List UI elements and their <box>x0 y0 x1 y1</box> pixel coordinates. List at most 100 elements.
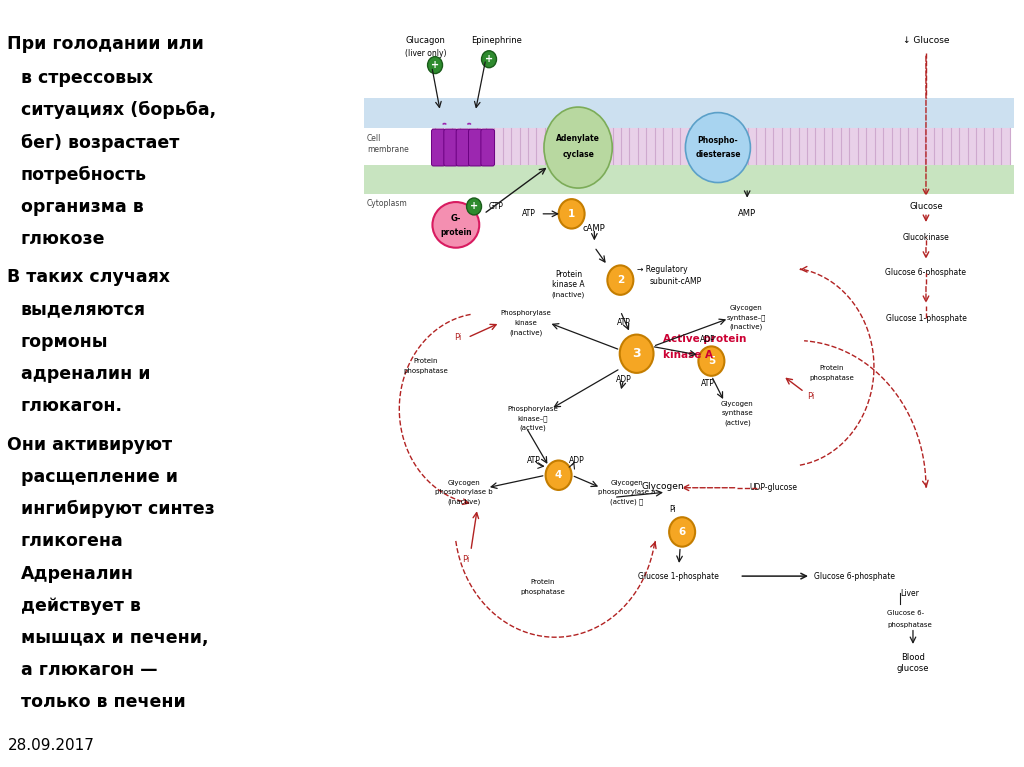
FancyBboxPatch shape <box>443 129 458 166</box>
Text: Cell
membrane: Cell membrane <box>367 134 409 153</box>
Circle shape <box>546 460 571 490</box>
Text: kinase A: kinase A <box>552 280 585 289</box>
Text: kinase A: kinase A <box>663 351 713 360</box>
Text: глюкагон.: глюкагон. <box>20 397 123 415</box>
Text: phosphorylase a: phosphorylase a <box>598 489 655 495</box>
Text: +: + <box>485 54 494 64</box>
Text: выделяются: выделяются <box>20 301 145 318</box>
Text: Glucose 1-phosphate: Glucose 1-phosphate <box>638 571 719 581</box>
Text: Epinephrine: Epinephrine <box>471 36 522 45</box>
Text: Glucagon: Glucagon <box>406 36 445 45</box>
FancyBboxPatch shape <box>456 129 470 166</box>
Text: (inactive): (inactive) <box>552 291 585 298</box>
Text: kinase: kinase <box>515 320 538 326</box>
Text: G-: G- <box>451 215 461 223</box>
Text: ATP: ATP <box>527 456 541 465</box>
Text: мышцах и печени,: мышцах и печени, <box>20 629 208 647</box>
Text: Glucose 6-: Glucose 6- <box>887 610 924 616</box>
Text: Protein: Protein <box>413 358 437 364</box>
Text: 1: 1 <box>568 209 575 219</box>
Text: 28.09.2017: 28.09.2017 <box>7 738 94 753</box>
Text: ингибируют синтез: ингибируют синтез <box>20 500 214 518</box>
Text: UDP-glucose: UDP-glucose <box>750 483 797 492</box>
Text: Glucose 6-phosphate: Glucose 6-phosphate <box>814 571 895 581</box>
Text: (active) Ⓙ: (active) Ⓙ <box>610 499 643 505</box>
Text: ATP: ATP <box>701 379 715 387</box>
Circle shape <box>559 199 585 229</box>
Bar <box>364 98 1014 127</box>
Text: Glycogen: Glycogen <box>447 479 480 486</box>
Text: (inactive): (inactive) <box>729 324 763 331</box>
Text: (active): (active) <box>519 425 546 431</box>
Text: 6: 6 <box>679 527 686 537</box>
Text: потребность: потребность <box>20 166 146 184</box>
Text: в стрессовых: в стрессовых <box>20 69 153 87</box>
Text: ADP: ADP <box>700 334 716 344</box>
Text: расщепление и: расщепление и <box>20 468 177 486</box>
Text: В таких случаях: В таких случаях <box>7 268 170 286</box>
Text: protein: protein <box>440 228 472 237</box>
Text: (inactive): (inactive) <box>510 329 543 336</box>
Text: phosphatase: phosphatase <box>809 375 854 381</box>
Text: ADP: ADP <box>569 456 585 465</box>
Text: AMP: AMP <box>738 209 757 219</box>
Ellipse shape <box>544 107 612 188</box>
Text: 5: 5 <box>708 356 715 366</box>
Text: +: + <box>431 60 439 70</box>
Text: 3: 3 <box>632 347 641 360</box>
Text: Protein: Protein <box>530 579 555 585</box>
FancyBboxPatch shape <box>469 129 482 166</box>
Text: Pi: Pi <box>669 505 676 515</box>
Ellipse shape <box>432 202 479 248</box>
Text: cyclase: cyclase <box>562 150 594 160</box>
Text: Pi: Pi <box>463 555 470 565</box>
Text: GTP: GTP <box>488 202 503 211</box>
Text: cAMP: cAMP <box>583 224 606 233</box>
Text: (active): (active) <box>724 420 751 426</box>
Text: phosphorylase b: phosphorylase b <box>435 489 494 495</box>
Text: (liver only): (liver only) <box>404 49 446 58</box>
Circle shape <box>620 334 653 373</box>
Circle shape <box>698 347 724 376</box>
Text: адреналин и: адреналин и <box>20 365 151 383</box>
Text: Adenylate: Adenylate <box>556 134 600 143</box>
Text: Glycogen: Glycogen <box>729 305 762 311</box>
Text: kinase–Ⓙ: kinase–Ⓙ <box>517 415 548 422</box>
Text: synthase: synthase <box>722 410 754 416</box>
Text: diesterase: diesterase <box>695 150 740 160</box>
FancyBboxPatch shape <box>481 129 495 166</box>
Circle shape <box>428 57 442 74</box>
Text: Phosphorylase: Phosphorylase <box>507 406 558 412</box>
Circle shape <box>467 198 481 215</box>
Text: Pi: Pi <box>807 392 814 401</box>
Text: subunit-cAMP: subunit-cAMP <box>649 277 701 286</box>
Text: ситуациях (борьба,: ситуациях (борьба, <box>20 101 216 120</box>
Circle shape <box>607 265 634 295</box>
Text: Адреналин: Адреналин <box>20 565 133 582</box>
Text: ↓ Glucose: ↓ Glucose <box>903 36 949 45</box>
Text: Они активируют: Они активируют <box>7 436 173 453</box>
Text: phosphatase: phosphatase <box>402 367 447 374</box>
Text: организма в: организма в <box>20 198 143 216</box>
Text: действует в: действует в <box>20 597 140 614</box>
Text: ADP: ADP <box>615 375 632 384</box>
Text: гормоны: гормоны <box>20 333 109 351</box>
Text: глюкозе: глюкозе <box>20 230 105 248</box>
Text: Cytoplasm: Cytoplasm <box>367 199 408 208</box>
Text: ATP: ATP <box>616 318 631 328</box>
Text: phosphatase: phosphatase <box>887 622 932 627</box>
Text: +: + <box>470 202 478 212</box>
Bar <box>364 164 1014 194</box>
Text: гликогена: гликогена <box>20 532 123 550</box>
Text: Liver: Liver <box>900 588 919 597</box>
Text: Phospho-: Phospho- <box>697 136 738 145</box>
Text: Blood: Blood <box>901 653 925 662</box>
Text: Pi: Pi <box>454 333 462 342</box>
Text: Glucose: Glucose <box>909 202 943 211</box>
Text: synthase–Ⓙ: synthase–Ⓙ <box>726 314 766 321</box>
Text: Active protein: Active protein <box>663 334 746 344</box>
Text: phosphatase: phosphatase <box>520 588 564 594</box>
Text: бег) возрастает: бег) возрастает <box>20 133 179 152</box>
Circle shape <box>481 51 497 67</box>
Text: При голодании или: При голодании или <box>7 35 205 52</box>
